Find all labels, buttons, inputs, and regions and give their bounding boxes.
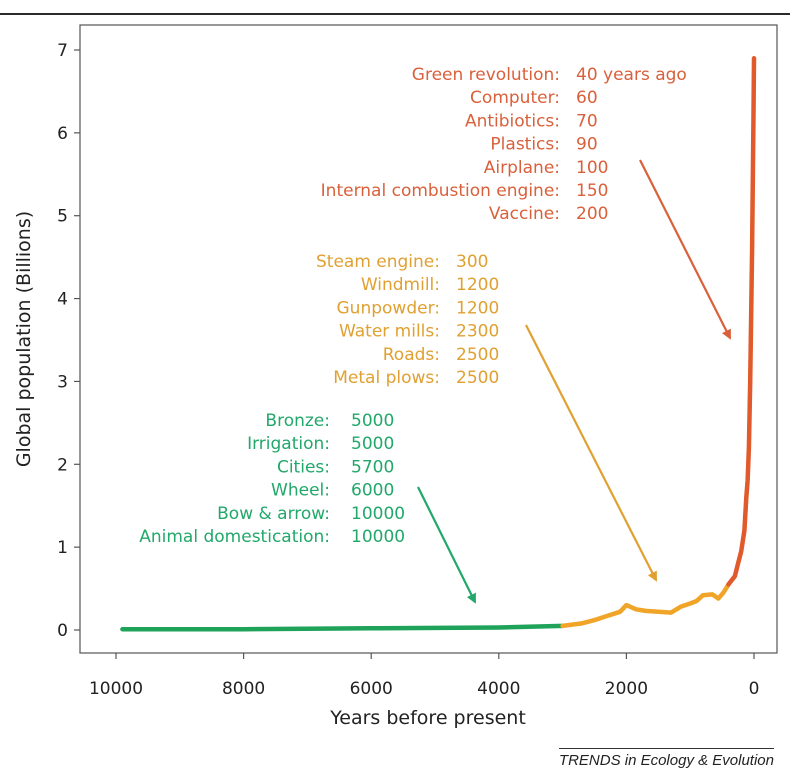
annotation-label: Bow & arrow: <box>217 504 330 524</box>
annotation-label: Roads: <box>383 345 440 365</box>
annotation-label: Vaccine: <box>489 204 560 224</box>
y-tick-label: 2 <box>57 455 68 475</box>
annotation-arrow <box>417 486 476 604</box>
annotation-value: 5000 <box>351 434 394 454</box>
annotation-value: 40 years ago <box>576 65 687 85</box>
x-tick-label: 2000 <box>605 679 648 699</box>
annotation-label: Airplane: <box>484 158 560 178</box>
annotation-value: 150 <box>576 181 608 201</box>
y-tick-label: 7 <box>57 41 68 61</box>
y-tick-label: 4 <box>57 290 68 310</box>
annotation-lists: Green revolution: 40 years ago Computer: 60… <box>139 65 687 547</box>
annotation-label: Cities: <box>277 457 330 477</box>
annotation-value: 1200 <box>456 298 499 318</box>
axis-ticks: 10000 8000 6000 4000 2000 0 0 1 2 3 4 5 6 7 <box>57 41 759 699</box>
annotation-value: 100 <box>576 158 608 178</box>
annotation-label: Internal combustion engine: <box>321 181 560 201</box>
annotation-label: Animal domestication: <box>139 527 330 547</box>
source-credit: TRENDS in Ecology & Evolution <box>558 748 774 769</box>
figure-top-rule <box>0 13 790 15</box>
population-line-segment-1 <box>120 623 565 632</box>
annotation-value: 10000 <box>351 527 405 547</box>
annotation-value: 90 <box>576 135 598 155</box>
plot-area-frame <box>79 24 778 654</box>
y-tick-label: 5 <box>57 207 68 227</box>
annotation-value: 6000 <box>351 481 394 501</box>
annotation-value: 2500 <box>456 345 499 365</box>
annotation-value: 300 <box>456 252 488 272</box>
annotation-value: 70 <box>576 111 598 131</box>
annotation-value: 5000 <box>351 411 394 431</box>
annotation-label: Green revolution: <box>412 65 560 85</box>
annotation-label: Steam engine: <box>316 252 440 272</box>
annotation-label: Antibiotics: <box>465 111 560 131</box>
annotation-label: Irrigation: <box>247 434 330 454</box>
annotation-label: Metal plows: <box>333 368 440 388</box>
x-tick-label: 6000 <box>350 679 393 699</box>
y-tick-label: 6 <box>57 124 68 144</box>
annotation-label: Plastics: <box>490 135 560 155</box>
annotation-value: 200 <box>576 204 608 224</box>
x-tick-label: 4000 <box>477 679 520 699</box>
annotation-arrows <box>417 159 731 604</box>
annotation-value: 2300 <box>456 322 499 342</box>
annotation-arrow <box>639 159 731 340</box>
annotation-value: 1200 <box>456 275 499 295</box>
y-tick-label: 1 <box>57 538 68 558</box>
series-lines <box>120 56 757 632</box>
annotation-value: 2500 <box>456 368 499 388</box>
annotation-value: 5700 <box>351 457 394 477</box>
x-tick-label: 0 <box>749 679 760 699</box>
annotation-value: 10000 <box>351 504 405 524</box>
population-line-segment-2 <box>560 582 731 629</box>
annotation-value: 60 <box>576 88 598 108</box>
x-axis-title: Years before present <box>329 707 526 729</box>
y-tick-label: 3 <box>57 372 68 392</box>
population-line-segment-3 <box>726 56 757 587</box>
annotation-label: Wheel: <box>271 481 330 501</box>
y-tick-label: 0 <box>57 621 68 641</box>
x-tick-label: 8000 <box>222 679 265 699</box>
annotation-label: Water mills: <box>339 322 440 342</box>
x-tick-label: 10000 <box>89 679 143 699</box>
annotation-label: Computer: <box>470 88 560 108</box>
annotation-label: Gunpowder: <box>337 298 441 318</box>
annotation-arrow <box>525 324 657 582</box>
annotation-label: Windmill: <box>361 275 440 295</box>
y-axis-title: Global population (Billions) <box>13 211 35 467</box>
annotation-label: Bronze: <box>265 411 330 431</box>
